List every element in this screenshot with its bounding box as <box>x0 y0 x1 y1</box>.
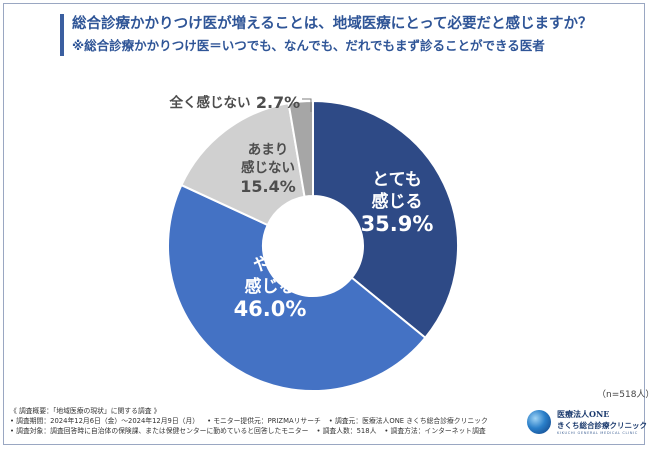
logo-line-1: 医療法人ONE <box>557 409 610 419</box>
survey-note: ※総合診療かかりつけ医＝いつでも、なんでも、だれでもまず診ることができる医者 <box>72 38 545 53</box>
label-amari-line-2: 感じない <box>241 159 295 176</box>
survey-footer: 《 調査概要：「地域医療の現状」に関する調査 》 • 調査期間：2024年12月… <box>10 407 520 436</box>
survey-target: • 調査対象：調査回答時に自治体の保険課、または保健センターに勤めていると回答し… <box>10 426 309 435</box>
globe-icon <box>527 410 551 434</box>
slice-totemo-kanjiru <box>312 99 459 340</box>
survey-overview-row: 《 調査概要：「地域医療の現状」に関する調査 》 <box>10 407 520 417</box>
clinic-logo: 医療法人ONE きくち総合診療クリニック KIKUCHI GENERAL MED… <box>527 408 647 442</box>
title-accent-bar <box>60 14 64 56</box>
label-totemo-line-1: とても <box>372 170 422 190</box>
sample-size: （n=518人） <box>597 390 650 400</box>
survey-count: • 調査人数：518人 <box>316 426 377 435</box>
logo-line-2: きくち総合診療クリニック <box>557 421 647 430</box>
label-mattaku: 全く感じない <box>169 94 251 111</box>
survey-overview: 《 調査概要：「地域医療の現状」に関する調査 》 <box>10 407 161 415</box>
value-yaya: 46.0% <box>234 297 307 321</box>
slice-amari-kanjinai <box>180 101 306 227</box>
slice-mattaku-kanjinai <box>287 99 314 198</box>
leader-line-mattaku <box>302 98 312 112</box>
label-amari-line-1: あまり <box>248 142 289 158</box>
survey-monitor: • モニター提供元：PRIZMAリサーチ <box>207 416 321 425</box>
value-amari: 15.4% <box>240 177 296 196</box>
value-mattaku: 2.7% <box>256 93 300 112</box>
survey-target-row: • 調査対象：調査回答時に自治体の保険課、または保健センターに勤めていると回答し… <box>10 427 520 437</box>
survey-method: • 調査方法：インターネット調査 <box>384 426 486 435</box>
survey-period-row: • 調査期間：2024年12月6日（金）～2024年12月9日（月） • モニター… <box>10 417 520 427</box>
survey-period: • 調査期間：2024年12月6日（金）～2024年12月9日（月） <box>10 416 200 425</box>
survey-organizer: • 調査元：医療法人ONE きくち総合診療クリニック <box>328 416 488 425</box>
survey-question: 総合診療かかりつけ医が増えることは、地域医療にとって必要だと感じますか？ <box>72 16 593 32</box>
slice-yaya-kanjiru <box>167 183 427 392</box>
logo-line-3: KIKUCHI GENERAL MEDICAL CLINIC <box>557 431 638 435</box>
label-totemo-line-2: 感じる <box>372 191 423 212</box>
label-yaya-line-1: やや <box>253 255 287 275</box>
value-totemo: 35.9% <box>361 212 434 236</box>
label-yaya-line-2: 感じる <box>245 276 296 297</box>
frame-border <box>3 3 645 445</box>
